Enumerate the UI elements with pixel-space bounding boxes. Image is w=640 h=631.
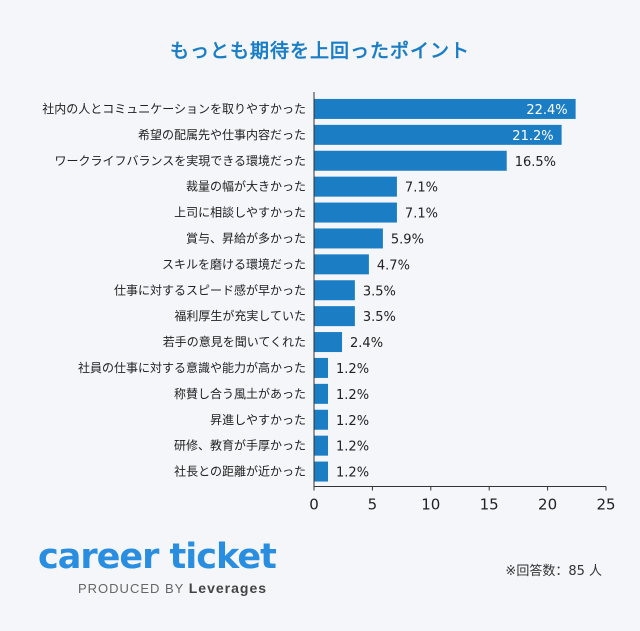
category-label: 称賛し合う風土があった [174,386,306,401]
x-tick-label: 15 [480,496,499,514]
category-label: ワークライフバランスを実現できる環境だった [54,153,306,168]
bar-chart: 社内の人とコミュニケーションを取りやすかった希望の配属先や仕事内容だったワークラ… [0,0,640,520]
bar [314,358,328,378]
x-tick-label: 10 [421,496,440,514]
bar [314,280,355,300]
category-label: スキルを磨ける環境だった [162,256,306,271]
bar [314,384,328,404]
category-label: 裁量の幅が大きかった [186,179,306,194]
bar [314,203,397,223]
value-label: 7.1% [405,181,438,196]
value-label: 1.2% [336,466,369,481]
bar [314,462,328,482]
category-label: 上司に相談しやすかった [174,205,306,220]
bar [314,332,342,352]
bar [314,410,328,430]
logo-wordmark: career ticket [38,538,276,576]
value-label: 1.2% [336,414,369,429]
career-ticket-logo: career ticket PRODUCED BY Leverages [38,538,276,596]
value-label: 2.4% [350,336,383,351]
value-label: 7.1% [405,207,438,222]
category-label: 希望の配属先や仕事内容だった [138,127,306,142]
x-tick-label: 20 [538,496,557,514]
value-label: 3.5% [363,284,396,299]
value-label: 1.2% [336,388,369,403]
category-label: 若手の意見を聞いてくれた [163,334,306,349]
category-label: 社内の人とコミュニケーションを取りやすかった [42,101,306,116]
bar [314,436,328,456]
value-label: 4.7% [377,258,410,273]
category-label: 昇進しやすかった [210,413,306,427]
value-label: 16.5% [515,155,556,170]
value-label: 3.5% [363,310,396,325]
logo-subtitle: PRODUCED BY Leverages [78,580,276,596]
category-label: 仕事に対するスピード感が早かった [114,282,306,297]
bar [314,151,507,171]
x-tick-label: 0 [309,496,319,514]
value-label: 1.2% [336,440,369,455]
logo-sub-brand: Leverages [189,580,267,596]
logo-sub-prefix: PRODUCED BY [78,581,184,596]
response-count-note: ※回答数：85 人 [505,560,602,579]
category-label: 賞与、昇給が多かった [186,230,306,245]
x-tick-label: 5 [368,496,378,514]
bar [314,177,397,197]
category-labels: 社内の人とコミュニケーションを取りやすかった希望の配属先や仕事内容だったワークラ… [42,101,306,479]
x-tick-label: 25 [596,496,615,514]
bar [314,306,355,326]
bar [314,228,383,248]
bar [314,254,369,274]
category-label: 社員の仕事に対する意識や能力が高かった [78,360,306,375]
value-label: 1.2% [336,362,369,377]
value-label: 21.2% [512,129,553,144]
value-label: 22.4% [526,103,567,118]
value-label: 5.9% [391,232,424,247]
category-label: 社長との距離が近かった [174,464,306,479]
category-label: 研修、教育が手厚かった [174,438,306,453]
category-label: 福利厚生が充実していた [174,308,306,323]
